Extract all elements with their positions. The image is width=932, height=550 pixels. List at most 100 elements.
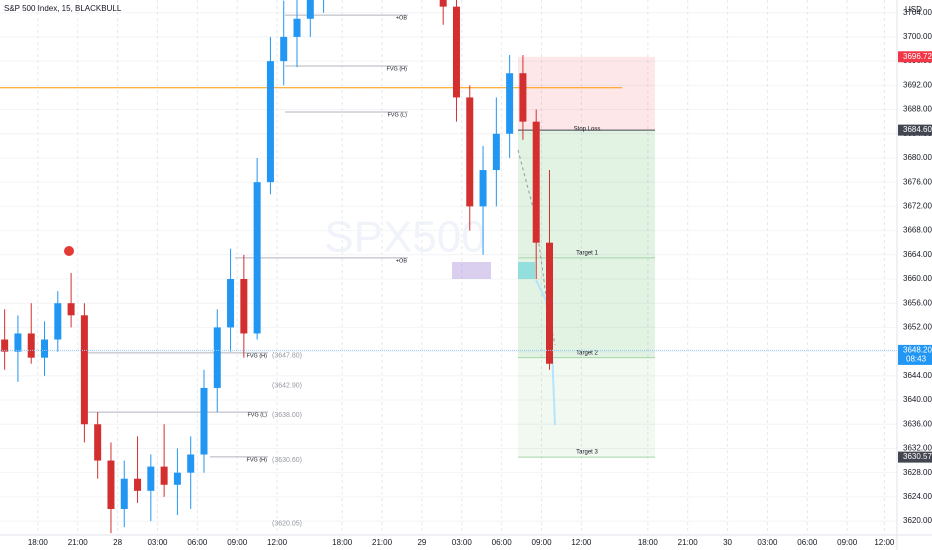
y-tick-label: 3668.00 — [903, 226, 932, 235]
candle-body — [120, 478, 128, 509]
candle-body — [519, 73, 527, 122]
watermark: SPX500 — [324, 213, 485, 262]
plot-area: SPX500 Stop Loss Target 1 Target 2 Target 3 +… — [0, 0, 897, 535]
x-tick-label: 12:00 — [267, 538, 288, 547]
y-tick-label: 3672.00 — [903, 201, 932, 210]
y-tick-label: 3628.00 — [903, 468, 932, 477]
x-tick-label: 09:00 — [837, 538, 858, 547]
level-label: FVG (L) — [247, 413, 267, 419]
candle-body — [14, 333, 22, 352]
y-tick-label: 3656.00 — [903, 298, 932, 307]
candle-body — [545, 242, 553, 364]
currency: USD — [905, 5, 922, 14]
y-tick-label: 3632.00 — [903, 444, 932, 453]
y-tick-label: 3688.00 — [903, 105, 932, 114]
y-tick-label: 3704.00 — [903, 8, 932, 17]
candle-body — [107, 460, 115, 509]
candle-body — [80, 315, 88, 425]
y-tick-label: 3664.00 — [903, 250, 932, 259]
x-tick-label: 06:00 — [187, 538, 208, 547]
x-tick-label: 28 — [113, 538, 122, 547]
y-tick-label: 3644.00 — [903, 371, 932, 380]
x-tick-label: 06:00 — [492, 538, 513, 547]
y-tick-label: 3640.00 — [903, 395, 932, 404]
candle-body — [173, 472, 181, 485]
y-tick-label: 3624.00 — [903, 492, 932, 501]
x-tick-label: 30 — [723, 538, 732, 547]
x-tick-label: 18:00 — [638, 538, 659, 547]
price-tag-label: 3696.72 — [903, 52, 932, 61]
candle-body — [293, 18, 301, 37]
x-tick-label: 03:00 — [757, 538, 778, 547]
candle-body — [41, 339, 49, 358]
level-label: FVG (H) — [247, 353, 268, 359]
order-block — [452, 262, 491, 279]
candle-body — [532, 121, 540, 243]
candle-body — [266, 61, 274, 183]
candle-body — [134, 478, 142, 491]
x-tick-label: 12:00 — [874, 538, 895, 547]
candle-body — [452, 6, 460, 98]
candle-body — [200, 387, 208, 455]
candle-body — [227, 278, 235, 328]
candle-body — [280, 36, 288, 62]
candle-body — [479, 170, 487, 207]
y-tick-label: 3676.00 — [903, 177, 932, 186]
price-tag-label: 3630.57 — [903, 452, 932, 461]
candle-body — [1, 339, 9, 352]
candle-body — [67, 303, 75, 316]
candle-body — [54, 303, 62, 340]
stop-loss-label: Stop Loss — [574, 127, 601, 133]
level-label: FVG (L) — [387, 112, 407, 118]
price-tag — [898, 51, 932, 63]
price-tag-label: 3648.20 — [903, 346, 932, 355]
target-label: Target 2 — [576, 350, 598, 356]
x-tick-label: 03:00 — [147, 538, 168, 547]
x-tick-label: 09:00 — [532, 538, 553, 547]
candle-body — [213, 327, 221, 388]
x-tick-label: 29 — [417, 538, 426, 547]
x-tick-label: 03:00 — [452, 538, 473, 547]
candle-body — [94, 424, 102, 461]
level-price: (3638.00) — [272, 412, 302, 419]
stop-zone — [518, 56, 655, 131]
candle-body — [253, 182, 261, 334]
signal-dot — [64, 246, 74, 256]
level-label: FVG (H) — [247, 457, 268, 463]
level-price: (3647.80) — [272, 353, 302, 360]
candle-body — [506, 73, 514, 134]
price-tag — [898, 124, 932, 136]
price-tag-countdown: 08:43 — [906, 355, 927, 364]
target-label: Target 1 — [576, 250, 598, 256]
candle-body — [240, 278, 248, 334]
x-tick-label: 09:00 — [227, 538, 248, 547]
price-tag-label: 3684.60 — [903, 125, 932, 134]
price-tag — [898, 344, 932, 365]
candle-body — [160, 466, 168, 485]
y-tick-label: 3700.00 — [903, 32, 932, 41]
level-label: +OB — [396, 16, 407, 22]
level-price: (3642.90) — [272, 382, 302, 389]
target-zone — [518, 130, 655, 358]
x-tick-label: 18:00 — [332, 538, 353, 547]
candle-body — [147, 466, 155, 491]
level-price: (3630.60) — [272, 457, 302, 464]
candle-body — [306, 0, 314, 19]
target-zone-extended — [518, 357, 655, 458]
price-tag — [898, 451, 932, 463]
level-label: FVG (H) — [387, 66, 408, 72]
candle-body — [466, 97, 474, 207]
y-tick-label: 3636.00 — [903, 419, 932, 428]
target-label: Target 3 — [576, 450, 598, 456]
candle-body — [439, 0, 447, 7]
candle-body — [187, 454, 195, 473]
symbol-title: S&P 500 Index, 15, BLACKBULL — [4, 4, 122, 13]
level-label: +OB — [396, 258, 407, 264]
x-tick-label: 21:00 — [68, 538, 89, 547]
x-tick-label: 21:00 — [372, 538, 393, 547]
candle-body — [492, 133, 500, 171]
x-tick-label: 21:00 — [678, 538, 699, 547]
x-tick-label: 06:00 — [797, 538, 818, 547]
y-tick-label: 3660.00 — [903, 274, 932, 283]
